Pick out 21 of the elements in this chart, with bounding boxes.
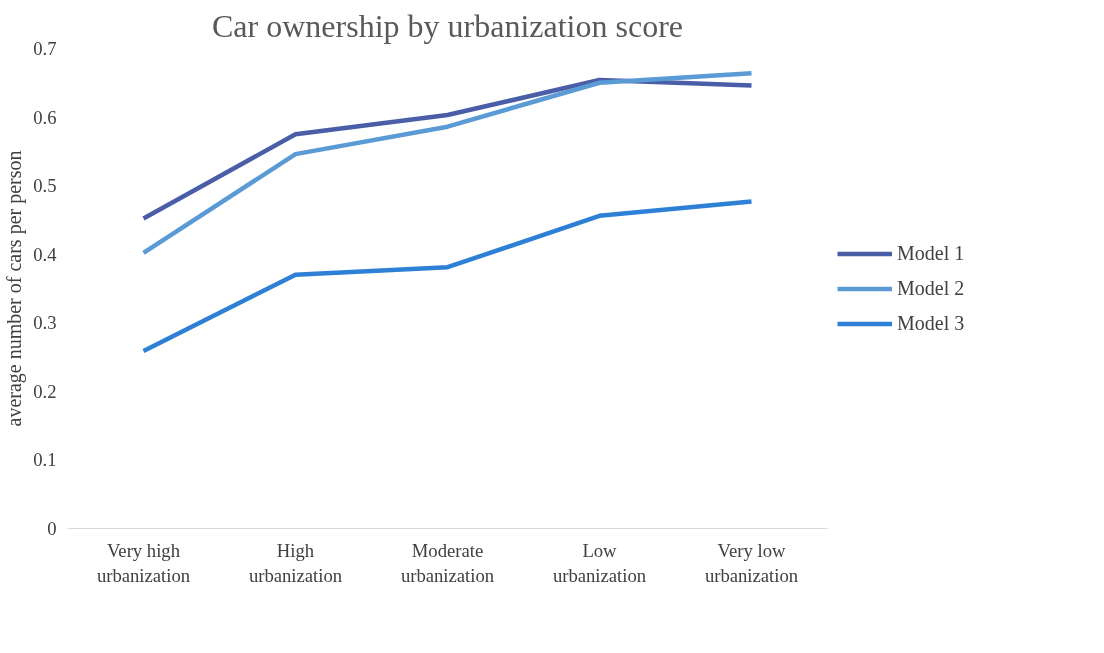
x-tick-label: High urbanization [248,539,343,586]
y-tick-label: 0.2 [33,380,57,402]
x-tick-label: Very high urbanization [96,539,191,586]
y-tick-label: 0.5 [33,175,57,197]
y-tick-label: 0.7 [33,38,57,59]
y-axis-title: average number of cars per person [3,150,27,427]
y-tick-label: 0.4 [33,243,58,265]
y-tick-label: 0 [47,518,57,539]
y-tick-label: 0.1 [33,449,57,471]
legend-label: Model 1 [897,241,965,265]
line-series [141,199,754,354]
legend-label: Model 3 [897,311,965,335]
x-tick-label: Moderate urbanization [400,539,495,586]
chart-title: Car ownership by urbanization score [212,7,683,44]
y-tick-label: 0.6 [33,106,57,128]
y-tick-label: 0.3 [33,312,57,334]
line-series [141,70,754,256]
x-tick-label: Low urbanization [552,539,647,586]
legend-label: Model 2 [897,276,965,300]
x-tick-label: Very low urbanization [704,539,799,586]
line-series [141,77,754,221]
